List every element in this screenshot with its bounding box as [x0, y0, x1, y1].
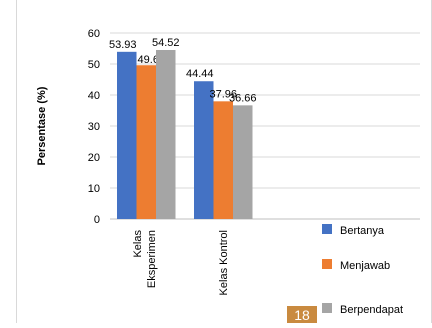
bar-menjawab-1	[213, 101, 233, 219]
data-label: 53.93	[109, 39, 137, 51]
frame-left-border	[16, 0, 17, 323]
data-label: 44.44	[186, 68, 214, 80]
x-category-label: Kelas Kontrol	[218, 230, 230, 295]
data-label: 49.6	[138, 54, 159, 66]
bar-berpendapat-0	[156, 49, 176, 219]
bar-bertanya-0	[117, 51, 137, 219]
y-tick-label: 0	[94, 214, 100, 226]
legend-swatch-berpendapat	[322, 303, 332, 313]
bar-menjawab-0	[136, 65, 156, 220]
x-category-label: Kelas	[132, 230, 144, 258]
data-label: 36.66	[229, 92, 257, 104]
y-tick-label: 20	[88, 152, 100, 164]
y-tick-label: 60	[88, 28, 100, 40]
legend-swatch-menjawab	[322, 259, 332, 269]
y-tick-label: 10	[88, 183, 100, 195]
legend-label-bertanya: Bertanya	[340, 225, 385, 237]
legend-swatch-bertanya	[322, 224, 332, 234]
data-label: 37.96	[209, 88, 237, 100]
y-axis-title: Persentase (%)	[36, 86, 48, 165]
y-tick-label: 30	[88, 121, 100, 133]
y-tick-label: 50	[88, 59, 100, 71]
bar-berpendapat-1	[233, 105, 253, 219]
y-tick-label: 40	[88, 90, 100, 102]
bar-bertanya-1	[194, 81, 214, 220]
page-number-badge: 18	[287, 306, 317, 323]
x-category-label-line2: Eksperimen	[146, 230, 158, 288]
legend-label-menjawab: Menjawab	[340, 260, 390, 272]
legend-label-berpendapat: Berpendapat	[340, 304, 403, 316]
data-label: 54.52	[152, 37, 180, 49]
